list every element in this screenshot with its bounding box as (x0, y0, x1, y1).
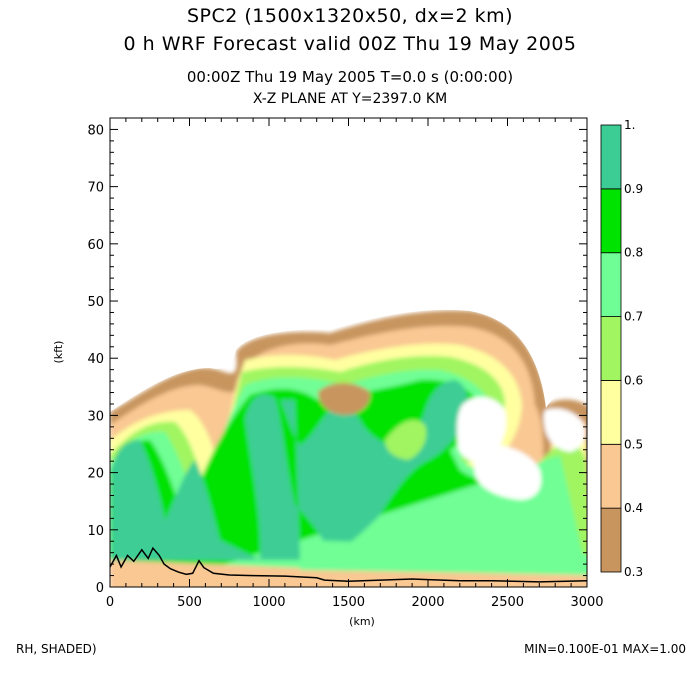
y-tick-label: 40 (87, 352, 104, 367)
y-tick-label: 80 (87, 123, 104, 138)
y-tick-label: 70 (87, 181, 104, 196)
colorbar-label: 0.6 (624, 373, 643, 387)
colorbar-label: 1. (624, 118, 635, 132)
colorbar-label: 0.3 (624, 565, 643, 579)
axes: 0 500 1000 1500 2000 2500 3000 0 10 20 30 40 50 60 70 8… (87, 118, 604, 610)
colorbar-label: 0.5 (624, 437, 643, 451)
x-tick-label: 1000 (252, 595, 285, 610)
y-tick-label: 20 (87, 467, 104, 482)
colorbar-swatch (600, 252, 622, 317)
y-tick-label: 0 (96, 581, 104, 596)
min-max-label: MIN=0.100E-01 MAX=1.00 (524, 642, 686, 656)
x-tick-label: 2000 (411, 595, 444, 610)
colorbar-swatch (600, 507, 622, 573)
colorbar-swatch (600, 124, 622, 190)
x-tick-label: 2500 (491, 595, 524, 610)
chart-subtitle-time: 00:00Z Thu 19 May 2005 T=0.0 s (0:00:00) (186, 68, 514, 86)
chart-title-line1: SPC2 (1500x1320x50, dx=2 km) (186, 5, 514, 27)
colorbar-label: 0.9 (624, 182, 643, 196)
colorbar-label: 0.4 (624, 501, 643, 515)
y-tick-label: 50 (87, 295, 104, 310)
y-tick-label: 60 (87, 238, 104, 253)
x-axis-label: (km) (349, 615, 375, 628)
y-tick-label: 10 (87, 524, 104, 539)
y-axis-label: (kft) (52, 341, 65, 364)
y-tick-label: 30 (87, 409, 104, 424)
x-tick-label: 1500 (332, 595, 365, 610)
terrain-line (109, 546, 588, 583)
colorbar-swatch (600, 316, 622, 381)
chart-subtitle-plane: X-Z PLANE AT Y=2397.0 KM (252, 91, 448, 107)
colorbar-swatch (600, 380, 622, 445)
x-tick-label: 0 (106, 595, 114, 610)
field-label: RH, SHADED) (16, 642, 97, 656)
colorbar-swatch (600, 188, 622, 254)
colorbar: 0.3 0.4 0.5 0.6 0.7 0.8 0.9 1. (600, 118, 643, 579)
colorbar-label: 0.8 (624, 246, 643, 260)
chart-title-line2: 0 h WRF Forecast valid 00Z Thu 19 May 20… (123, 33, 577, 55)
x-tick-label: 500 (177, 595, 202, 610)
colorbar-label: 0.7 (624, 310, 643, 324)
colorbar-swatch (600, 443, 622, 509)
x-tick-label: 3000 (570, 595, 603, 610)
rh-shaded-field (110, 118, 587, 587)
